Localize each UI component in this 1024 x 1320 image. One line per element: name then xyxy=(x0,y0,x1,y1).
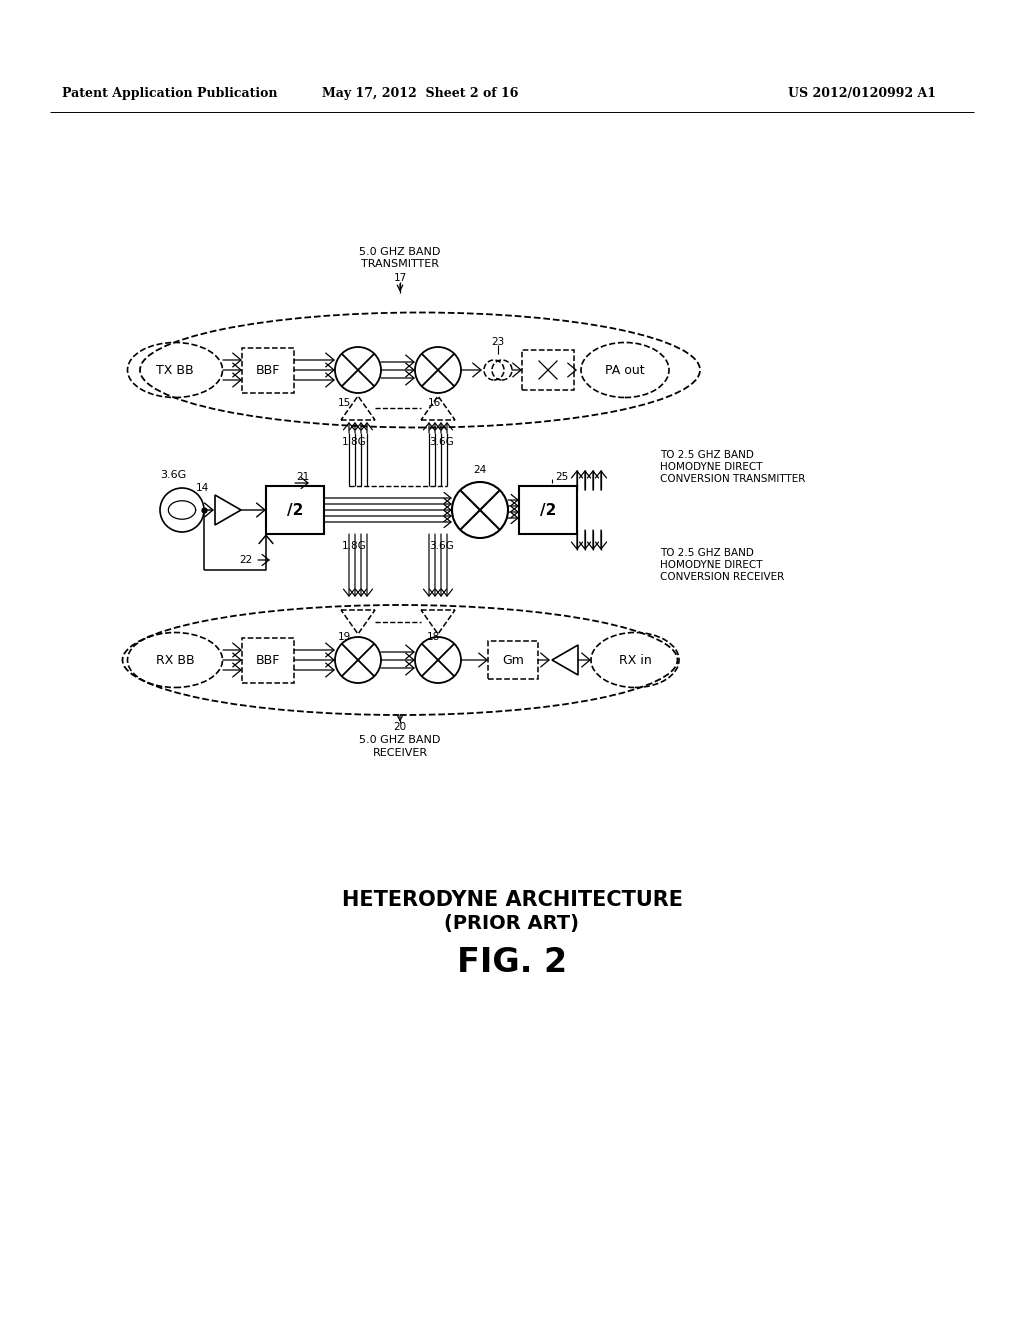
Text: 5.0 GHZ BAND: 5.0 GHZ BAND xyxy=(359,735,440,744)
Text: HETERODYNE ARCHITECTURE: HETERODYNE ARCHITECTURE xyxy=(341,890,683,909)
Text: HOMODYNE DIRECT: HOMODYNE DIRECT xyxy=(660,462,763,473)
Text: 1.8G: 1.8G xyxy=(342,437,367,447)
Text: FIG. 2: FIG. 2 xyxy=(457,946,567,979)
Text: /2: /2 xyxy=(287,503,303,517)
Text: 1.8G: 1.8G xyxy=(342,541,367,550)
Text: 25: 25 xyxy=(555,473,568,482)
Text: 14: 14 xyxy=(196,483,209,492)
Text: 21: 21 xyxy=(296,473,309,482)
Text: RECEIVER: RECEIVER xyxy=(373,748,428,758)
Text: 18: 18 xyxy=(426,632,439,642)
Text: TO 2.5 GHZ BAND: TO 2.5 GHZ BAND xyxy=(660,548,754,558)
Text: 15: 15 xyxy=(337,399,350,408)
Text: May 17, 2012  Sheet 2 of 16: May 17, 2012 Sheet 2 of 16 xyxy=(322,87,518,99)
Text: BBF: BBF xyxy=(256,363,281,376)
Text: TRANSMITTER: TRANSMITTER xyxy=(361,259,439,269)
Text: 22: 22 xyxy=(240,554,253,565)
Text: US 2012/0120992 A1: US 2012/0120992 A1 xyxy=(788,87,936,99)
FancyBboxPatch shape xyxy=(522,350,574,389)
Text: (PRIOR ART): (PRIOR ART) xyxy=(444,915,580,933)
Text: 3.6G: 3.6G xyxy=(430,541,455,550)
Text: TX BB: TX BB xyxy=(157,363,194,376)
Text: 16: 16 xyxy=(427,399,440,408)
Text: 17: 17 xyxy=(393,273,407,282)
Text: /2: /2 xyxy=(540,503,556,517)
Text: 20: 20 xyxy=(393,722,407,733)
Text: 23: 23 xyxy=(492,337,505,347)
Text: HOMODYNE DIRECT: HOMODYNE DIRECT xyxy=(660,560,763,570)
Text: 3.6G: 3.6G xyxy=(430,437,455,447)
Text: CONVERSION RECEIVER: CONVERSION RECEIVER xyxy=(660,572,784,582)
Text: 19: 19 xyxy=(337,632,350,642)
Text: RX BB: RX BB xyxy=(156,653,195,667)
Text: 5.0 GHZ BAND: 5.0 GHZ BAND xyxy=(359,247,440,257)
Text: 3.6G: 3.6G xyxy=(160,470,186,480)
Text: PA out: PA out xyxy=(605,363,645,376)
FancyBboxPatch shape xyxy=(519,486,577,535)
Text: Gm: Gm xyxy=(502,653,524,667)
FancyBboxPatch shape xyxy=(488,642,538,678)
Text: RX in: RX in xyxy=(618,653,651,667)
FancyBboxPatch shape xyxy=(242,347,294,392)
Text: TO 2.5 GHZ BAND: TO 2.5 GHZ BAND xyxy=(660,450,754,459)
Text: Patent Application Publication: Patent Application Publication xyxy=(62,87,278,99)
Text: CONVERSION TRANSMITTER: CONVERSION TRANSMITTER xyxy=(660,474,805,484)
Text: BBF: BBF xyxy=(256,653,281,667)
FancyBboxPatch shape xyxy=(266,486,324,535)
Text: 24: 24 xyxy=(473,465,486,475)
FancyBboxPatch shape xyxy=(242,638,294,682)
